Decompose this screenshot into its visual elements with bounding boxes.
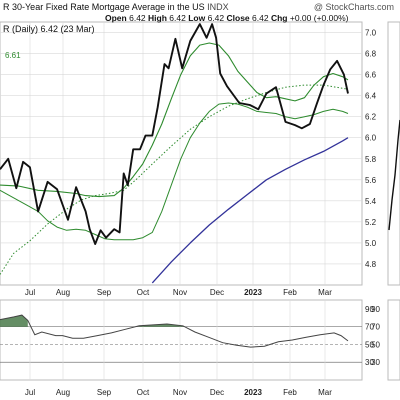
series-line-ma-mid <box>0 84 349 275</box>
rsi-x-tick-5: Dec <box>210 388 224 397</box>
main-x-tick-5: Dec <box>210 288 224 297</box>
series-line-ma-long <box>151 137 349 284</box>
rsi-x-ticks: Jul Aug Sep Oct Nov Dec 2023 Feb Mar <box>25 388 332 397</box>
right-partial-line <box>388 119 400 231</box>
main-x-tick-7: Feb <box>283 288 297 297</box>
main-y-tick-0: 4.8 <box>365 260 377 269</box>
low-label: Low <box>188 13 206 23</box>
main-x-tick-2: Sep <box>97 288 112 297</box>
main-x-tick-4: Nov <box>173 288 187 297</box>
main-x-tick-0: Jul <box>25 288 35 297</box>
ma-legend: 6.61 <box>5 50 21 61</box>
rsi-grid <box>0 300 362 380</box>
source-text: @ StockCharts.com <box>313 2 394 12</box>
main-y-tick-6: 6.0 <box>365 134 377 143</box>
rsi-y-ticks: 90 70 50 30 <box>365 305 374 367</box>
right-partial-panel: 90 70 50 30 <box>371 21 400 381</box>
rsi-x-tick-2: Sep <box>97 388 112 397</box>
rsi-y-tick-2: 50 <box>365 340 374 349</box>
main-y-tick-9: 6.6 <box>365 71 377 80</box>
main-y-ticks: 4.8 5.0 5.2 5.4 5.6 5.8 6.0 6.2 6.4 6.6 6.8 7.0 <box>365 29 377 269</box>
high-value: 6.42 <box>169 13 186 23</box>
right-rsi-y-tick-1: 70 <box>371 323 380 332</box>
main-x-tick-6: 2023 <box>244 288 262 297</box>
open-value: 6.42 <box>129 13 146 23</box>
rsi-y-tick-3: 30 <box>365 358 374 367</box>
rsi-x-tick-3: Oct <box>137 388 150 397</box>
rsi-y-tick-0: 90 <box>365 305 374 314</box>
main-series <box>0 23 349 284</box>
chg-value: +0.00 (+0.00%) <box>289 13 349 23</box>
main-panel: 4.8 5.0 5.2 5.4 5.6 5.8 6.0 6.2 6.4 6.6 6.8 7.0 Jul… <box>0 21 377 297</box>
main-y-tick-8: 6.4 <box>365 92 377 101</box>
main-y-tick-5: 5.8 <box>365 155 377 164</box>
rsi-panel: 90 70 50 30 Jul Aug Sep Oct Nov Dec 2023 Feb Mar <box>0 299 374 397</box>
rsi-x-tick-0: Jul <box>25 388 35 397</box>
rsi-panel-frame <box>0 299 363 381</box>
main-y-tick-3: 5.4 <box>365 197 377 206</box>
right-rsi-y-tick-3: 30 <box>371 358 380 367</box>
right-partial-rsi-frame <box>387 299 400 381</box>
close-value: 6.42 <box>252 13 269 23</box>
main-y-tick-10: 6.8 <box>365 50 377 59</box>
close-label: Close <box>226 13 250 23</box>
rsi-x-tick-7: Feb <box>283 388 297 397</box>
chart-title: R 30-Year Fixed Rate Mortgage Average in… <box>3 2 205 12</box>
main-x-tick-1: Aug <box>56 288 70 297</box>
header-title-row: R 30-Year Fixed Rate Mortgage Average in… <box>3 2 229 13</box>
low-value: 6.42 <box>207 13 225 23</box>
series-legend-label: R (Daily) 6.42 (23 Mar) <box>3 24 95 34</box>
right-rsi-y-tick-0: 90 <box>371 305 380 314</box>
main-panel-frame <box>0 21 363 286</box>
ma-value-label: 6.61 <box>5 51 21 60</box>
high-label: High <box>148 13 167 23</box>
series-line-ma-extra <box>0 102 349 241</box>
rsi-x-tick-6: 2023 <box>244 388 262 397</box>
main-x-tick-8: Mar <box>318 288 332 297</box>
ohlc-row: Open 6.42 High 6.42 Low 6.42 Close 6.42 … <box>105 13 348 24</box>
main-y-tick-2: 5.2 <box>365 218 377 227</box>
exchange-label: INDX <box>207 2 229 12</box>
main-x-tick-3: Oct <box>137 288 150 297</box>
right-partial-frame <box>387 21 400 286</box>
series-legend: R (Daily) 6.42 (23 Mar) <box>3 24 95 35</box>
main-y-tick-4: 5.6 <box>365 176 377 185</box>
rsi-x-tick-4: Nov <box>173 388 187 397</box>
open-label: Open <box>105 13 127 23</box>
right-rsi-y-tick-2: 50 <box>371 340 380 349</box>
series-line-ma-short <box>0 42 349 198</box>
rsi-y-tick-1: 70 <box>365 323 374 332</box>
source-label[interactable]: @ StockCharts.com <box>314 2 394 13</box>
main-y-tick-11: 7.0 <box>365 29 377 38</box>
main-x-ticks: Jul Aug Sep Oct Nov Dec 2023 Feb Mar <box>25 288 332 297</box>
rsi-x-tick-1: Aug <box>56 388 70 397</box>
rsi-x-tick-8: Mar <box>318 388 332 397</box>
chg-label: Chg <box>270 13 288 23</box>
main-y-tick-7: 6.2 <box>365 113 377 122</box>
rsi-series <box>0 314 349 348</box>
rsi-line <box>0 314 349 348</box>
series-line-price <box>0 23 349 245</box>
main-y-tick-1: 5.0 <box>365 239 377 248</box>
